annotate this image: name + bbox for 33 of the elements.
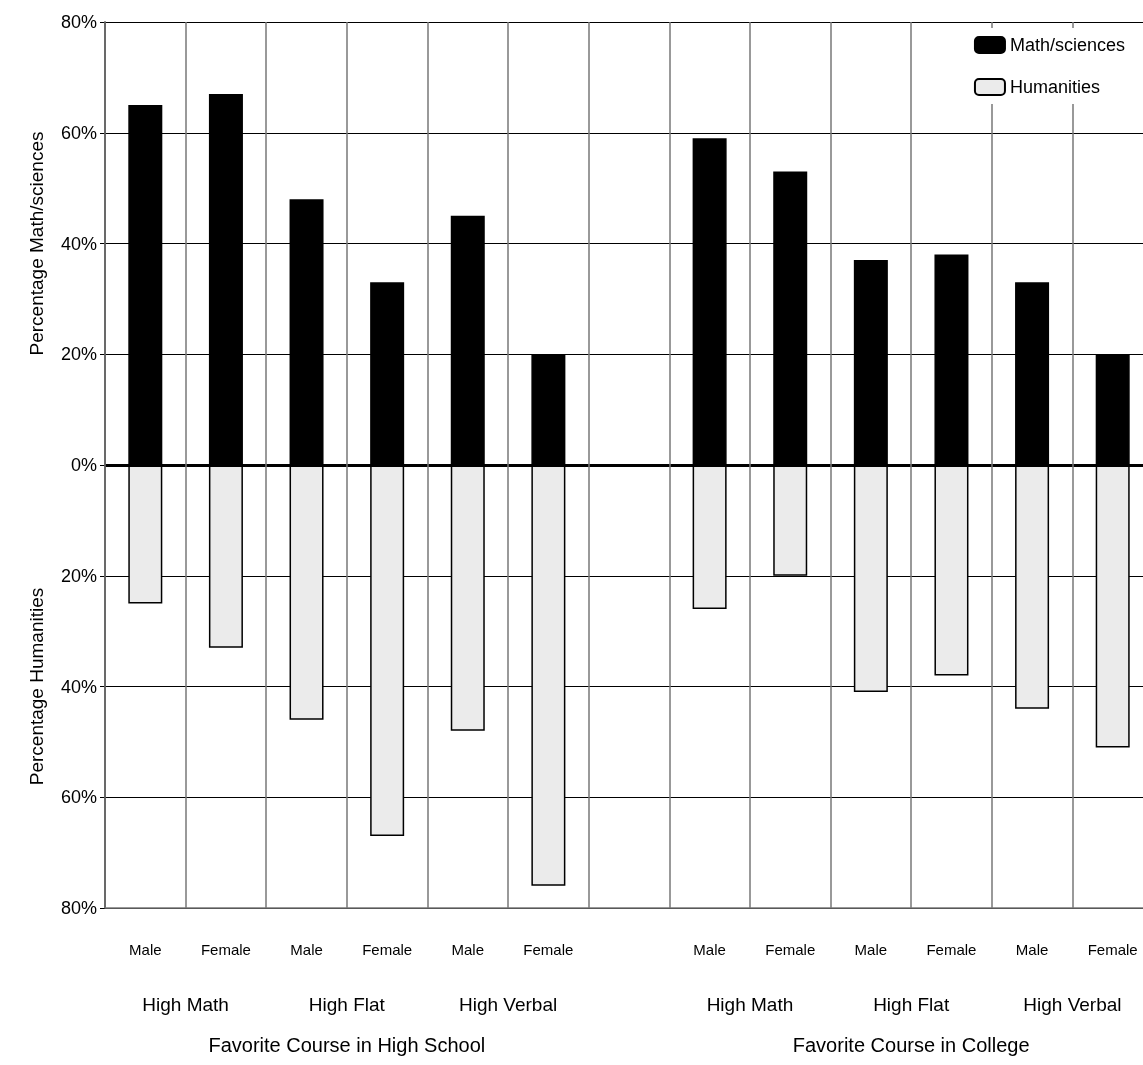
x-tick-label: Female — [200, 941, 251, 958]
x-tick-label: Female — [1087, 941, 1138, 958]
x-tick-label: Male — [1015, 941, 1049, 958]
text: High Verbal — [1023, 993, 1122, 1015]
text: High Math — [142, 993, 229, 1015]
x-tick-label: Male — [693, 941, 726, 958]
y-tick-label: 80% — [60, 898, 97, 918]
legend-label: Math/sciences — [1009, 35, 1126, 55]
y-tick-label: 0% — [70, 455, 97, 475]
x-tick-label: Female — [765, 941, 816, 958]
text: Favorite Course in High School — [208, 1034, 486, 1056]
y-tick-label: 80% — [60, 12, 97, 32]
y-tick-label: 20% — [60, 565, 97, 586]
y-tick-label: 60% — [60, 122, 97, 143]
x-tick-label: Female — [926, 941, 977, 958]
y-tick-label: 40% — [60, 676, 97, 697]
legend-label: Humanities — [1009, 77, 1100, 97]
text: High Verbal — [458, 993, 558, 1015]
x-tick-label: Male — [451, 941, 485, 958]
y-tick-label: 40% — [60, 233, 97, 254]
text: Percentage Humanities — [25, 587, 47, 786]
y-tick-label: 60% — [60, 787, 97, 808]
text: High Flat — [873, 993, 950, 1015]
x-tick-label: Female — [523, 941, 574, 958]
y-tick-label: 20% — [60, 344, 97, 365]
x-tick-label: Female — [362, 941, 413, 958]
x-tick-label: Male — [129, 941, 162, 958]
text: High Flat — [308, 993, 386, 1015]
y-axis-title: Percentage Math/sciences — [25, 131, 47, 356]
x-tick-label: Male — [290, 941, 323, 958]
text: Favorite Course in College — [792, 1034, 1030, 1056]
text: High Math — [706, 993, 794, 1015]
x-tick-label: Male — [854, 941, 888, 958]
